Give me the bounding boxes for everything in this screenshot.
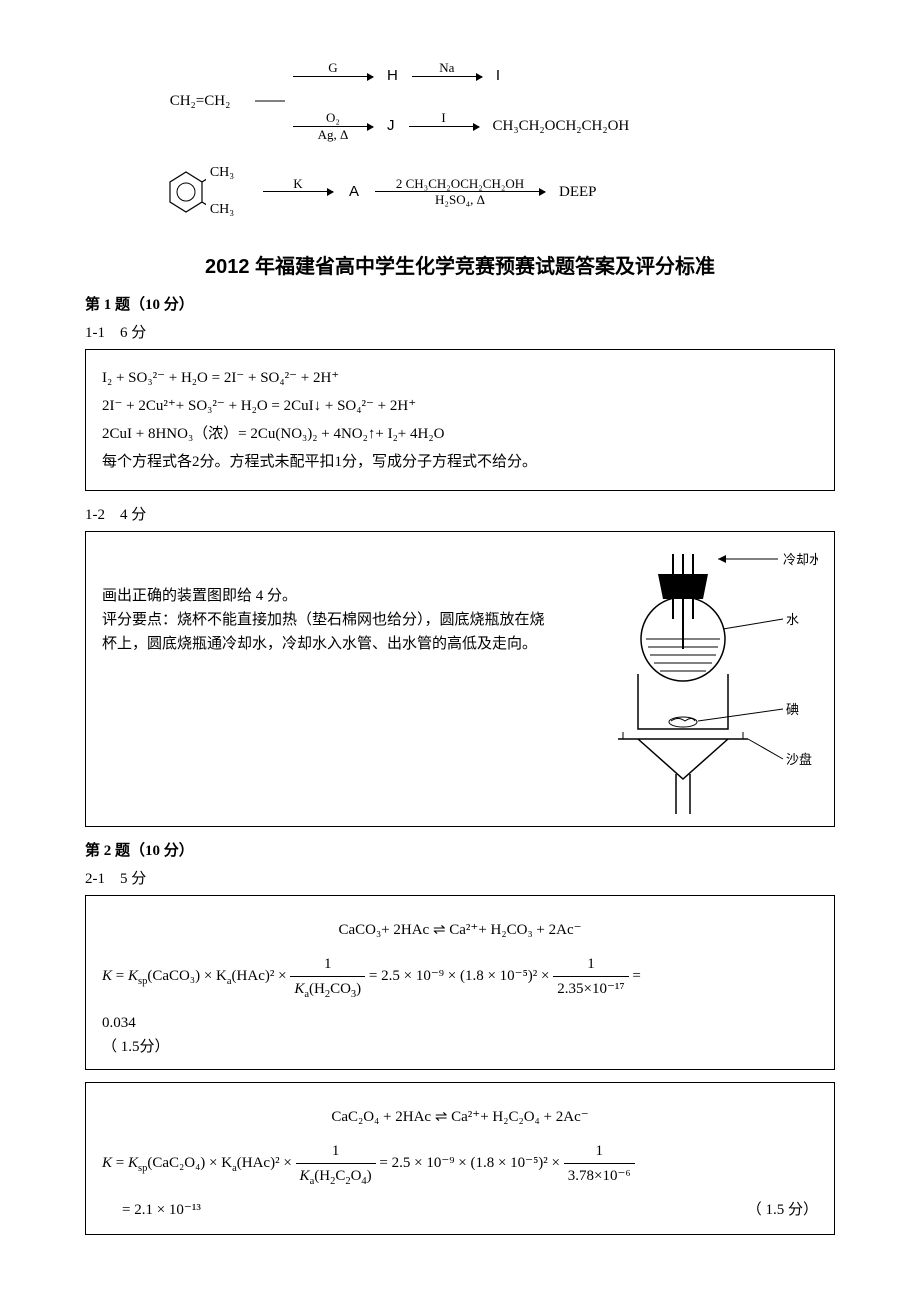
- q2-eq2: CaC₂O₄ + 2HAc ⇌ Ca²⁺+ H₂C₂O₄ + 2Ac⁻: [102, 1105, 818, 1129]
- q2-1-box-b: CaC₂O₄ + 2HAc ⇌ Ca²⁺+ H₂C₂O₄ + 2Ac⁻ K = …: [85, 1082, 835, 1235]
- apparatus-diagram: 冷却水 水 碘 沙盘: [568, 544, 818, 814]
- product-deep: DEEP: [559, 180, 597, 204]
- q2-score1: （ 1.5分）: [102, 1035, 818, 1057]
- page-title: 2012 年福建省高中学生化学竞赛预赛试题答案及评分标准: [85, 251, 835, 283]
- svg-text:冷却水: 冷却水: [783, 552, 818, 567]
- arrow-k: K: [263, 176, 333, 208]
- q1-eq2: 2I⁻ + 2Cu²⁺+ SO₃²⁻ + H₂O = 2CuI↓ + SO₄²⁻…: [102, 394, 818, 418]
- q2-heading: 第 2 题（10 分）: [85, 839, 835, 863]
- arrow-na: Na: [412, 60, 482, 92]
- intermediate-a: A: [349, 180, 359, 204]
- intermediate-h: H: [387, 64, 398, 88]
- q2-result2-line: = 2.1 × 10⁻¹³ （ 1.5 分）: [102, 1198, 818, 1222]
- reactant-xylene: CH₃ CH₃: [145, 162, 255, 221]
- intermediate-j: J: [387, 114, 395, 138]
- product-i: I: [496, 64, 500, 88]
- q2-eq1: CaCO₃+ 2HAc ⇌ Ca²⁺+ H₂CO₃ + 2Ac⁻: [102, 918, 818, 942]
- q1-2-line2: 评分要点：烧杯不能直接加热（垫石棉网也给分），圆底烧瓶放在烧杯上，圆底烧瓶通冷却…: [102, 608, 558, 656]
- q1-1-answer-box: I₂ + SO₃²⁻ + H₂O = 2I⁻ + SO₄²⁻ + 2H⁺ 2I⁻…: [85, 349, 835, 491]
- product-ether: CH₃CH₂OCH₂CH₂OH: [493, 114, 630, 138]
- reaction-scheme: CH₂=CH₂ G H Na I: [85, 60, 835, 221]
- q2-1-heading: 2-1 5 分: [85, 867, 835, 891]
- q1-eq1: I₂ + SO₃²⁻ + H₂O = 2I⁻ + SO₄²⁻ + 2H⁺: [102, 366, 818, 390]
- q1-2-line1: 画出正确的装置图即给 4 分。: [102, 584, 558, 608]
- arrow-deep: 2 CH₃CH₂OCH₂CH₂OH H₂SO₄, Δ: [375, 176, 545, 208]
- reactant-ethylene: CH₂=CH₂: [145, 89, 255, 113]
- arrow-g: G: [293, 60, 373, 92]
- q1-1-heading: 1-1 6 分: [85, 321, 835, 345]
- q1-eq3: 2CuI + 8HNO₃（浓）= 2Cu(NO₃)₂ + 4NO₂↑+ I₂+ …: [102, 422, 818, 446]
- q1-2-heading: 1-2 4 分: [85, 503, 835, 527]
- q2-result1: 0.034: [102, 1011, 818, 1035]
- q2-k1-expression: K = Ksp(CaCO₃) × Ka(HAc)² × 1Ka(H2CO3) =…: [102, 952, 818, 1001]
- q2-1-box-a: CaCO₃+ 2HAc ⇌ Ca²⁺+ H₂CO₃ + 2Ac⁻ K = Ksp…: [85, 895, 835, 1070]
- q1-scoring-note: 每个方程式各2分。方程式未配平扣1分，写成分子方程式不给分。: [102, 450, 818, 474]
- svg-text:碘: 碘: [786, 702, 799, 717]
- q2-k2-expression: K = Ksp(CaC₂O₄) × Ka(HAc)² × 1Ka(H2C2O4)…: [102, 1139, 818, 1188]
- q1-2-answer-box: 画出正确的装置图即给 4 分。 评分要点：烧杯不能直接加热（垫石棉网也给分），圆…: [85, 531, 835, 827]
- q1-heading: 第 1 题（10 分）: [85, 293, 835, 317]
- arrow-o2-ag: O₂ Ag, Δ: [293, 110, 373, 142]
- svg-text:沙盘: 沙盘: [786, 752, 812, 767]
- arrow-i-cond: I: [409, 110, 479, 142]
- svg-text:水: 水: [786, 612, 799, 627]
